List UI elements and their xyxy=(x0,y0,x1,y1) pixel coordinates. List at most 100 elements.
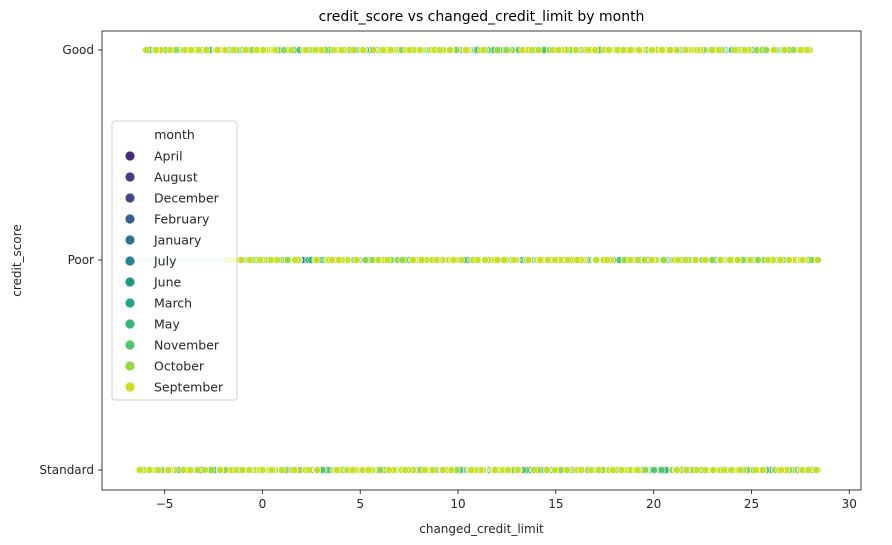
point xyxy=(369,46,378,54)
legend-marker-september xyxy=(125,382,135,392)
legend-label-december: December xyxy=(154,191,220,206)
point xyxy=(145,466,154,474)
point xyxy=(633,466,642,474)
point xyxy=(524,256,533,264)
y-tick-label-standard: Standard xyxy=(39,463,94,477)
point xyxy=(491,466,499,474)
point xyxy=(608,466,617,474)
point xyxy=(542,466,551,474)
point xyxy=(551,466,560,474)
point xyxy=(467,466,476,474)
y-axis: Good Poor Standard xyxy=(39,43,102,477)
point xyxy=(518,46,527,54)
legend-marker-november xyxy=(125,340,135,350)
point xyxy=(701,466,710,474)
point xyxy=(635,46,643,54)
point xyxy=(813,256,822,264)
point xyxy=(714,46,723,54)
legend-marker-december xyxy=(125,193,135,203)
point xyxy=(777,466,786,474)
point xyxy=(764,256,772,264)
point xyxy=(481,256,489,264)
point xyxy=(769,46,778,54)
y-tick-label-poor: Poor xyxy=(68,253,94,267)
point xyxy=(647,256,656,264)
point xyxy=(311,46,320,54)
point xyxy=(241,46,250,54)
point xyxy=(493,256,502,264)
point xyxy=(562,466,571,474)
points-layer xyxy=(135,46,822,474)
point xyxy=(594,466,603,474)
point xyxy=(287,46,296,54)
point xyxy=(401,466,409,474)
legend-label-may: May xyxy=(154,317,180,332)
point xyxy=(603,256,612,264)
point xyxy=(379,46,388,54)
point xyxy=(762,46,770,54)
point xyxy=(384,466,393,474)
legend-label-january: January xyxy=(153,233,202,248)
point xyxy=(673,256,682,264)
legend-label-november: November xyxy=(154,338,220,353)
point xyxy=(238,466,247,474)
point xyxy=(691,256,700,264)
x-tick-label: −5 xyxy=(156,497,174,511)
point xyxy=(659,256,668,264)
point xyxy=(447,466,456,474)
point xyxy=(502,46,511,54)
point xyxy=(563,256,572,264)
point xyxy=(245,466,254,474)
point xyxy=(681,46,690,54)
point xyxy=(348,466,357,474)
point xyxy=(673,466,681,474)
point xyxy=(573,256,582,264)
x-tick-label: 20 xyxy=(646,497,661,511)
point xyxy=(626,46,635,54)
point xyxy=(256,256,264,264)
point xyxy=(202,46,211,54)
point xyxy=(584,46,593,54)
legend-marker-april xyxy=(125,151,135,161)
x-tick-label: 0 xyxy=(259,497,267,511)
point xyxy=(461,46,470,54)
legend-label-june: June xyxy=(153,275,182,290)
point xyxy=(164,466,173,474)
point xyxy=(153,466,162,474)
point xyxy=(499,256,508,264)
point xyxy=(701,256,710,264)
x-tick-label: 25 xyxy=(744,497,759,511)
point xyxy=(271,46,280,54)
point xyxy=(551,256,560,264)
point xyxy=(626,256,634,264)
legend-marker-january xyxy=(125,235,135,245)
point xyxy=(216,466,225,474)
point xyxy=(229,46,238,54)
legend-marker-march xyxy=(125,298,135,308)
point xyxy=(290,466,299,474)
point xyxy=(591,46,600,54)
legend-label-february: February xyxy=(154,212,210,227)
point xyxy=(708,256,717,264)
point xyxy=(504,466,512,474)
point xyxy=(268,466,276,474)
point xyxy=(754,256,762,264)
point xyxy=(509,256,518,264)
point xyxy=(445,46,454,54)
point xyxy=(493,46,502,54)
point xyxy=(554,46,562,54)
point xyxy=(726,256,735,264)
point xyxy=(708,46,717,54)
point xyxy=(640,256,649,264)
point xyxy=(746,256,755,264)
point xyxy=(359,46,368,54)
legend-marker-february xyxy=(125,214,135,224)
series-september-poor xyxy=(162,256,822,264)
point xyxy=(135,466,144,474)
x-tick-label: 10 xyxy=(450,497,465,511)
point xyxy=(650,466,658,474)
point xyxy=(364,466,373,474)
legend-marker-october xyxy=(125,361,135,371)
point xyxy=(349,46,358,54)
point xyxy=(252,46,261,54)
